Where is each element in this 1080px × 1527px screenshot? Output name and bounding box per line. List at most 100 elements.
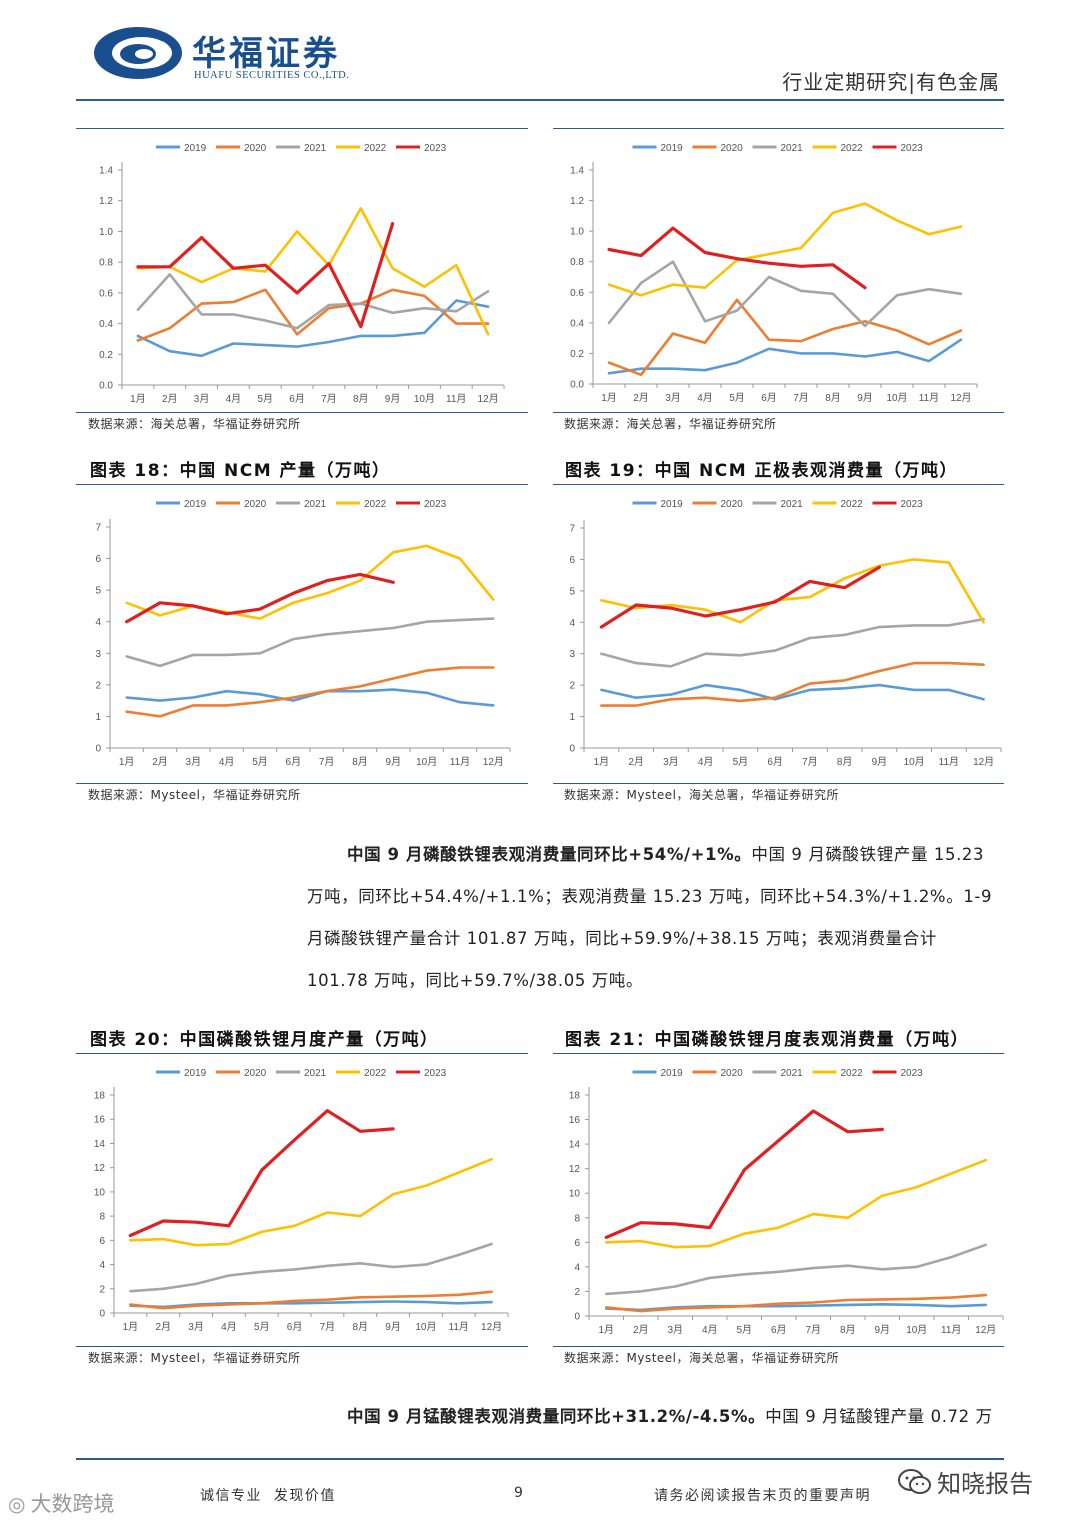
wechat-icon [898, 1468, 931, 1494]
y-tick-label: 0.8 [570, 257, 584, 268]
x-tick-label: 1月 [119, 756, 135, 768]
chart-19-svg: 2019 2020 2021 2022 2023 0 1 2 3 4 5 6 7 1月 2月 3月 4月 5月 6月… [569, 499, 1002, 768]
legend-label-2021: 2021 [781, 499, 804, 510]
header-rule [76, 99, 1004, 101]
chart-19-source: 数据来源：Mysteel，海关总署，华福证券研究所 [564, 788, 840, 802]
y-tick-label: 3 [95, 649, 101, 660]
x-tick-label: 7月 [320, 1321, 336, 1333]
series-line-2019 [607, 338, 963, 375]
x-tick-label: 6月 [767, 756, 783, 768]
figure-20-text: 中国磷酸铁锂月度产量（万吨） [179, 1030, 439, 1050]
footer-disclaimer: 请务必阅读报告末页的重要声明 [654, 1488, 871, 1504]
series-line-2019 [600, 683, 985, 701]
x-tick-label: 12月 [483, 756, 504, 768]
x-tick-label: 11月 [450, 756, 470, 768]
legend-label-2023: 2023 [424, 1068, 447, 1079]
series-line-2023 [604, 1109, 884, 1239]
x-tick-label: 3月 [194, 393, 210, 405]
x-tick-label: 4月 [697, 392, 713, 404]
legend-label-2021: 2021 [304, 1068, 327, 1079]
series-line-2019 [136, 299, 490, 358]
x-tick-label: 12月 [478, 393, 499, 405]
x-tick-label: 5月 [257, 393, 273, 405]
x-tick-label: 3月 [665, 392, 681, 404]
series-line-2021 [600, 617, 985, 668]
figure-18-text: 中国 NCM 产量（万吨） [179, 461, 391, 481]
paragraph-lfp-line1-rest: 中国 9 月磷酸铁锂产量 15.23 [751, 845, 985, 864]
legend-label-2023: 2023 [901, 143, 924, 154]
watermark-right-text: 知晓报告 [937, 1470, 1034, 1498]
x-tick-label: 10月 [904, 756, 925, 768]
series-line-2020 [607, 298, 963, 377]
x-tick-label: 7月 [319, 756, 335, 768]
paragraph-lmo-rest: 中国 9 月锰酸锂产量 0.72 万 [765, 1407, 993, 1426]
x-tick-label: 12月 [973, 756, 994, 768]
x-tick-label: 2月 [155, 1321, 171, 1333]
figure-19-title: 图表 19：中国 NCM 正极表观消费量（万吨） [565, 456, 958, 481]
x-tick-label: 1月 [601, 392, 617, 404]
y-tick-label: 1.2 [99, 196, 113, 207]
x-tick-label: 1月 [130, 393, 146, 405]
series-line-2022 [129, 1157, 493, 1247]
x-tick-label: 4月 [226, 393, 242, 405]
figure-19-number: 图表 19： [565, 461, 655, 481]
chart-18: 2019 2020 2021 2022 2023 0 1 2 3 4 5 6 7 1月 2月 3月 4月 5月 6月… [76, 484, 528, 784]
page-number: 9 [514, 1485, 525, 1501]
legend-label-2022: 2022 [841, 1068, 864, 1079]
series-line-2021 [607, 260, 963, 328]
x-tick-label: 9月 [385, 393, 401, 405]
x-tick-label: 6月 [771, 1324, 787, 1336]
legend-label-2021: 2021 [304, 499, 327, 510]
paragraph-lfp-line2: 万吨，同环比+54.4%/+1.1%；表观消费量 15.23 万吨，同环比+54… [307, 887, 993, 906]
x-tick-label: 4月 [698, 756, 714, 768]
series-line-2023 [125, 572, 395, 624]
x-tick-label: 2月 [633, 392, 649, 404]
y-tick-label: 0.0 [99, 381, 113, 392]
y-tick-label: 0.8 [99, 258, 113, 269]
x-tick-label: 9月 [386, 756, 402, 768]
x-tick-label: 5月 [252, 756, 268, 768]
y-tick-label: 5 [569, 586, 575, 597]
legend-label-2022: 2022 [841, 143, 864, 154]
y-tick-label: 18 [569, 1091, 581, 1102]
series-line-2023 [136, 222, 395, 329]
chart-1: 2019 2020 2021 2022 2023 0.0 0.2 0.4 0.6 0.8 1.0 1.… [76, 128, 528, 413]
series-line-2022 [136, 207, 490, 336]
y-tick-label: 1.4 [99, 166, 113, 177]
x-tick-label: 9月 [385, 1321, 401, 1333]
y-tick-label: 4 [574, 1262, 580, 1273]
x-tick-label: 10月 [414, 393, 435, 405]
legend-label-2023: 2023 [424, 499, 447, 510]
y-tick-label: 0.2 [570, 349, 584, 360]
y-tick-label: 14 [569, 1140, 581, 1151]
logo-chinese-name: 华福证券 [192, 34, 340, 74]
legend-label-2020: 2020 [244, 143, 267, 154]
x-tick-label: 3月 [663, 756, 679, 768]
y-tick-label: 7 [569, 524, 575, 535]
x-tick-label: 11月 [449, 1321, 469, 1333]
legend-label-2019: 2019 [661, 1068, 684, 1079]
y-tick-label: 6 [95, 554, 101, 565]
x-tick-label: 1月 [594, 756, 610, 768]
x-tick-label: 12月 [975, 1324, 996, 1336]
x-tick-label: 2月 [152, 756, 168, 768]
series-line-2022 [600, 558, 985, 624]
legend-label-2019: 2019 [184, 499, 207, 510]
x-tick-label: 3月 [186, 756, 202, 768]
chart-2-svg: 2019 2020 2021 2022 2023 0.0 0.2 0.4 0.6 0.8 1.0 1.… [570, 143, 978, 404]
legend-label-2023: 2023 [901, 1068, 924, 1079]
legend-label-2020: 2020 [721, 143, 744, 154]
series-line-2019 [125, 688, 495, 707]
x-tick-label: 11月 [919, 392, 939, 404]
y-tick-label: 16 [94, 1115, 106, 1126]
x-tick-label: 2月 [633, 1324, 649, 1336]
y-tick-label: 6 [99, 1236, 105, 1247]
x-tick-label: 7月 [805, 1324, 821, 1336]
chart-legend: 2019 2020 2021 2022 2023 [156, 1068, 447, 1079]
series-line-2021 [129, 1242, 493, 1293]
y-tick-label: 0.4 [99, 319, 113, 330]
legend-label-2019: 2019 [184, 143, 207, 154]
x-tick-label: 11月 [939, 756, 959, 768]
x-tick-label: 1月 [123, 1321, 139, 1333]
x-tick-label: 5月 [733, 756, 749, 768]
